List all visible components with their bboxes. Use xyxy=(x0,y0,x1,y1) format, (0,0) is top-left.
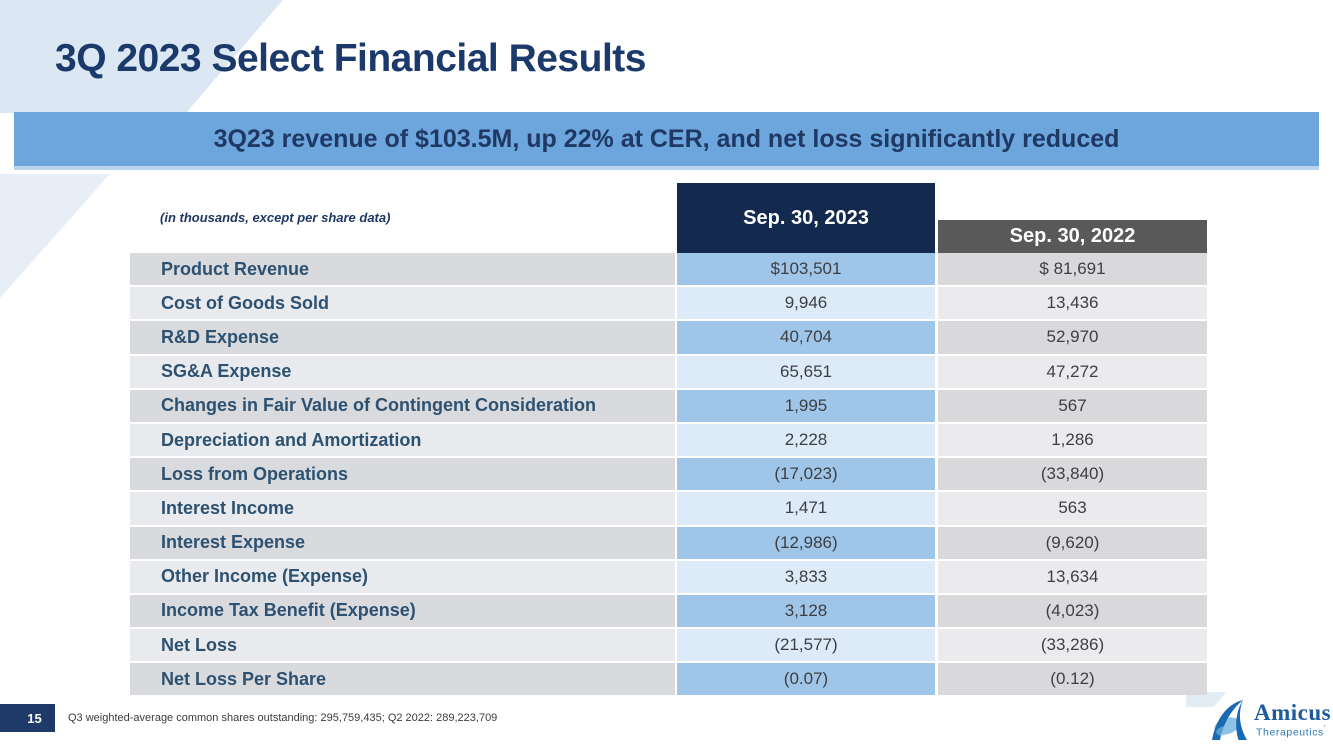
table-row: Product Revenue $103,501 $ 81,691 xyxy=(130,253,1207,286)
table-row: Cost of Goods Sold 9,946 13,436 xyxy=(130,287,1207,320)
value-sep-30-2023: 65,651 xyxy=(677,355,935,388)
table-row: Income Tax Benefit (Expense) 3,128 (4,023) xyxy=(130,594,1207,628)
table-row: Other Income (Expense) 3,833 13,634 xyxy=(130,560,1207,593)
value-sep-30-2023: (12,986) xyxy=(677,526,935,559)
row-label: Cost of Goods Sold xyxy=(130,287,675,320)
row-label: Product Revenue xyxy=(130,253,675,286)
table-row: Interest Expense (12,986) (9,620) xyxy=(130,526,1207,559)
page-title: 3Q 2023 Select Financial Results xyxy=(55,37,646,80)
amicus-a-swoosh-icon xyxy=(1208,698,1250,742)
value-sep-30-2022: 52,970 xyxy=(938,321,1207,354)
background-wedge-bottom xyxy=(0,174,110,298)
row-label: Changes in Fair Value of Contingent Cons… xyxy=(130,389,675,422)
value-sep-30-2023: $103,501 xyxy=(677,253,935,286)
value-sep-30-2023: 9,946 xyxy=(677,287,935,320)
table-row: Net Loss (21,577) (33,286) xyxy=(130,629,1207,662)
value-sep-30-2022: 563 xyxy=(938,492,1207,525)
table-row: Depreciation and Amortization 2,228 1,286 xyxy=(130,423,1207,457)
value-sep-30-2023: (21,577) xyxy=(677,629,935,662)
value-sep-30-2022: 567 xyxy=(938,389,1207,422)
column-header-sep-30-2022: Sep. 30, 2022 xyxy=(938,220,1207,253)
table-row: Interest Income 1,471 563 xyxy=(130,492,1207,525)
value-sep-30-2022: (33,286) xyxy=(938,629,1207,662)
background-wedge-logo xyxy=(1186,692,1226,707)
headline-text: 3Q23 revenue of $103.5M, up 22% at CER, … xyxy=(213,124,1120,153)
table-row: Net Loss Per Share (0.07) (0.12) xyxy=(130,663,1207,696)
value-sep-30-2022: 13,634 xyxy=(938,560,1207,593)
amicus-logo-subtitle: Therapeutics’ xyxy=(1256,724,1327,739)
value-sep-30-2023: 1,471 xyxy=(677,492,935,525)
page-number: 15 xyxy=(0,704,55,732)
amicus-logo-name: Amicus xyxy=(1254,700,1332,725)
amicus-logo-text: Amicus Therapeutics’ xyxy=(1254,698,1331,739)
value-sep-30-2022: (33,840) xyxy=(938,458,1207,491)
value-sep-30-2022: 13,436 xyxy=(938,287,1207,320)
value-sep-30-2023: 3,833 xyxy=(677,560,935,593)
table-row: SG&A Expense 65,651 47,272 xyxy=(130,355,1207,388)
row-label: Income Tax Benefit (Expense) xyxy=(130,594,675,628)
row-label: Other Income (Expense) xyxy=(130,560,675,593)
row-label: SG&A Expense xyxy=(130,355,675,388)
value-sep-30-2023: (17,023) xyxy=(677,458,935,491)
table-row: Changes in Fair Value of Contingent Cons… xyxy=(130,389,1207,422)
trademark-mark: ’ xyxy=(1323,724,1327,733)
row-label: Loss from Operations xyxy=(130,458,675,491)
row-label: Net Loss xyxy=(130,629,675,662)
value-sep-30-2022: $ 81,691 xyxy=(938,253,1207,286)
row-label: Net Loss Per Share xyxy=(130,663,675,696)
value-sep-30-2022: (9,620) xyxy=(938,526,1207,559)
footnote: Q3 weighted-average common shares outsta… xyxy=(68,712,498,724)
amicus-logo: Amicus Therapeutics’ xyxy=(1208,698,1331,742)
row-label: Depreciation and Amortization xyxy=(130,423,675,457)
value-sep-30-2023: 40,704 xyxy=(677,321,935,354)
value-sep-30-2023: (0.07) xyxy=(677,663,935,696)
value-sep-30-2022: 1,286 xyxy=(938,423,1207,457)
column-header-sep-30-2023: Sep. 30, 2023 xyxy=(677,183,935,253)
financial-results-table: Product Revenue $103,501 $ 81,691 Cost of G… xyxy=(130,253,1207,697)
value-sep-30-2022: (4,023) xyxy=(938,594,1207,628)
value-sep-30-2022: (0.12) xyxy=(938,663,1207,696)
row-label: R&D Expense xyxy=(130,321,675,354)
headline-banner: 3Q23 revenue of $103.5M, up 22% at CER, … xyxy=(14,112,1319,170)
table-row: Loss from Operations (17,023) (33,840) xyxy=(130,458,1207,491)
value-sep-30-2023: 2,228 xyxy=(677,423,935,457)
row-label: Interest Income xyxy=(130,492,675,525)
table-row: R&D Expense 40,704 52,970 xyxy=(130,321,1207,354)
value-sep-30-2023: 1,995 xyxy=(677,389,935,422)
table-units-note: (in thousands, except per share data) xyxy=(160,210,391,225)
value-sep-30-2023: 3,128 xyxy=(677,594,935,628)
value-sep-30-2022: 47,272 xyxy=(938,355,1207,388)
row-label: Interest Expense xyxy=(130,526,675,559)
